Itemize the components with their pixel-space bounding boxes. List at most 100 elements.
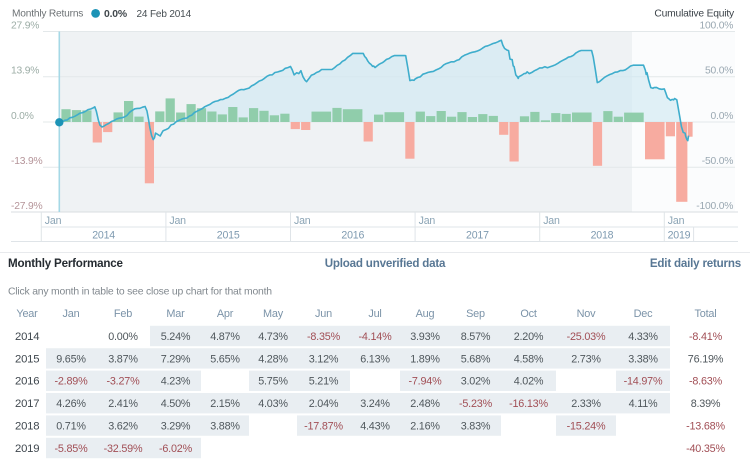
svg-text:Feb: Feb bbox=[114, 308, 132, 320]
svg-text:-100.0%: -100.0% bbox=[696, 201, 733, 212]
svg-text:-7.94%: -7.94% bbox=[408, 376, 442, 388]
svg-text:Jun: Jun bbox=[315, 308, 332, 320]
svg-text:-6.02%: -6.02% bbox=[159, 443, 193, 455]
svg-text:3.83%: 3.83% bbox=[461, 421, 491, 433]
svg-text:2016: 2016 bbox=[341, 230, 364, 242]
svg-text:1.89%: 1.89% bbox=[410, 353, 440, 365]
svg-text:4.87%: 4.87% bbox=[210, 331, 240, 343]
svg-text:Monthly Returns: Monthly Returns bbox=[12, 8, 83, 19]
svg-text:4.11%: 4.11% bbox=[629, 398, 658, 410]
svg-text:3.02%: 3.02% bbox=[461, 376, 491, 388]
svg-text:Jan: Jan bbox=[169, 215, 186, 227]
svg-text:3.12%: 3.12% bbox=[309, 353, 339, 365]
svg-text:Jan: Jan bbox=[543, 215, 560, 227]
svg-text:0.00%: 0.00% bbox=[108, 331, 138, 343]
svg-text:-50.0%: -50.0% bbox=[702, 156, 733, 167]
svg-text:2018: 2018 bbox=[591, 230, 614, 242]
svg-text:-13.68%: -13.68% bbox=[686, 421, 725, 433]
svg-text:4.58%: 4.58% bbox=[514, 353, 544, 365]
svg-text:-5.85%: -5.85% bbox=[54, 443, 88, 455]
svg-text:-14.97%: -14.97% bbox=[624, 376, 663, 388]
svg-text:-2.89%: -2.89% bbox=[54, 376, 88, 388]
svg-text:9.65%: 9.65% bbox=[56, 353, 86, 365]
svg-text:4.28%: 4.28% bbox=[258, 353, 288, 365]
svg-text:5.24%: 5.24% bbox=[161, 331, 191, 343]
svg-text:3.88%: 3.88% bbox=[210, 421, 240, 433]
svg-text:2.41%: 2.41% bbox=[108, 398, 138, 410]
svg-text:-8.35%: -8.35% bbox=[307, 331, 341, 343]
svg-text:5.65%: 5.65% bbox=[210, 353, 240, 365]
svg-text:5.21%: 5.21% bbox=[309, 376, 339, 388]
svg-text:-3.27%: -3.27% bbox=[106, 376, 140, 388]
svg-text:2.48%: 2.48% bbox=[410, 398, 440, 410]
svg-text:Jan: Jan bbox=[668, 215, 685, 227]
svg-text:Mar: Mar bbox=[166, 308, 185, 320]
svg-text:Jul: Jul bbox=[368, 308, 381, 320]
svg-text:0.0%: 0.0% bbox=[11, 111, 34, 122]
svg-text:3.38%: 3.38% bbox=[628, 353, 658, 365]
svg-text:Year: Year bbox=[16, 308, 38, 320]
svg-text:-27.9%: -27.9% bbox=[11, 201, 42, 212]
svg-text:2017: 2017 bbox=[15, 398, 39, 410]
svg-text:8.57%: 8.57% bbox=[461, 331, 491, 343]
svg-text:Jan: Jan bbox=[63, 308, 80, 320]
svg-text:Oct: Oct bbox=[520, 308, 537, 320]
svg-text:2.16%: 2.16% bbox=[410, 421, 440, 433]
svg-text:2.15%: 2.15% bbox=[210, 398, 240, 410]
svg-text:Monthly Performance: Monthly Performance bbox=[8, 257, 123, 270]
svg-text:13.9%: 13.9% bbox=[11, 66, 39, 77]
svg-text:3.24%: 3.24% bbox=[360, 398, 390, 410]
svg-text:Sep: Sep bbox=[466, 308, 485, 320]
svg-text:2014: 2014 bbox=[92, 230, 115, 242]
svg-text:Total: Total bbox=[694, 308, 716, 320]
svg-text:4.33%: 4.33% bbox=[628, 331, 658, 343]
svg-text:-40.35%: -40.35% bbox=[686, 443, 725, 455]
svg-text:2017: 2017 bbox=[466, 230, 489, 242]
svg-text:Click any month in table to se: Click any month in table to see close up… bbox=[8, 287, 272, 298]
svg-text:2015: 2015 bbox=[15, 353, 39, 365]
svg-text:2014: 2014 bbox=[15, 331, 39, 343]
svg-text:5.68%: 5.68% bbox=[461, 353, 491, 365]
svg-text:-8.41%: -8.41% bbox=[689, 331, 723, 343]
svg-text:-13.9%: -13.9% bbox=[11, 156, 42, 167]
svg-text:4.43%: 4.43% bbox=[360, 421, 390, 433]
svg-text:0.71%: 0.71% bbox=[56, 421, 86, 433]
svg-text:May: May bbox=[263, 308, 284, 320]
svg-text:3.87%: 3.87% bbox=[108, 353, 138, 365]
svg-text:3.62%: 3.62% bbox=[108, 421, 138, 433]
svg-text:4.02%: 4.02% bbox=[514, 376, 544, 388]
svg-text:50.0%: 50.0% bbox=[705, 66, 733, 77]
svg-text:Jan: Jan bbox=[419, 215, 436, 227]
svg-text:2018: 2018 bbox=[15, 421, 39, 433]
svg-text:-4.14%: -4.14% bbox=[358, 331, 392, 343]
svg-text:Aug: Aug bbox=[416, 308, 435, 320]
svg-text:2.33%: 2.33% bbox=[571, 398, 601, 410]
svg-text:Dec: Dec bbox=[634, 308, 654, 320]
svg-text:Edit daily returns: Edit daily returns bbox=[650, 257, 741, 270]
svg-text:-16.13%: -16.13% bbox=[509, 398, 548, 410]
svg-text:Apr: Apr bbox=[217, 308, 234, 320]
svg-text:5.75%: 5.75% bbox=[258, 376, 288, 388]
svg-text:8.39%: 8.39% bbox=[691, 398, 721, 410]
svg-text:3.93%: 3.93% bbox=[410, 331, 440, 343]
svg-text:-8.63%: -8.63% bbox=[689, 376, 723, 388]
svg-text:-5.23%: -5.23% bbox=[459, 398, 493, 410]
svg-text:27.9%: 27.9% bbox=[11, 20, 39, 31]
svg-text:6.13%: 6.13% bbox=[360, 353, 390, 365]
svg-text:2019: 2019 bbox=[668, 230, 691, 242]
svg-text:-17.87%: -17.87% bbox=[304, 421, 343, 433]
svg-text:-25.03%: -25.03% bbox=[567, 331, 606, 343]
svg-text:2.20%: 2.20% bbox=[514, 331, 544, 343]
svg-text:100.0%: 100.0% bbox=[699, 20, 733, 31]
svg-text:Jan: Jan bbox=[294, 215, 311, 227]
svg-text:4.73%: 4.73% bbox=[258, 331, 288, 343]
svg-text:3.29%: 3.29% bbox=[161, 421, 191, 433]
svg-text:4.23%: 4.23% bbox=[161, 376, 191, 388]
svg-text:Upload unverified data: Upload unverified data bbox=[325, 257, 446, 270]
svg-text:4.03%: 4.03% bbox=[258, 398, 288, 410]
svg-text:2019: 2019 bbox=[15, 443, 39, 455]
svg-text:4.50%: 4.50% bbox=[161, 398, 191, 410]
svg-text:0.0%: 0.0% bbox=[711, 111, 734, 122]
svg-text:-15.24%: -15.24% bbox=[567, 421, 606, 433]
svg-text:76.19%: 76.19% bbox=[688, 353, 724, 365]
